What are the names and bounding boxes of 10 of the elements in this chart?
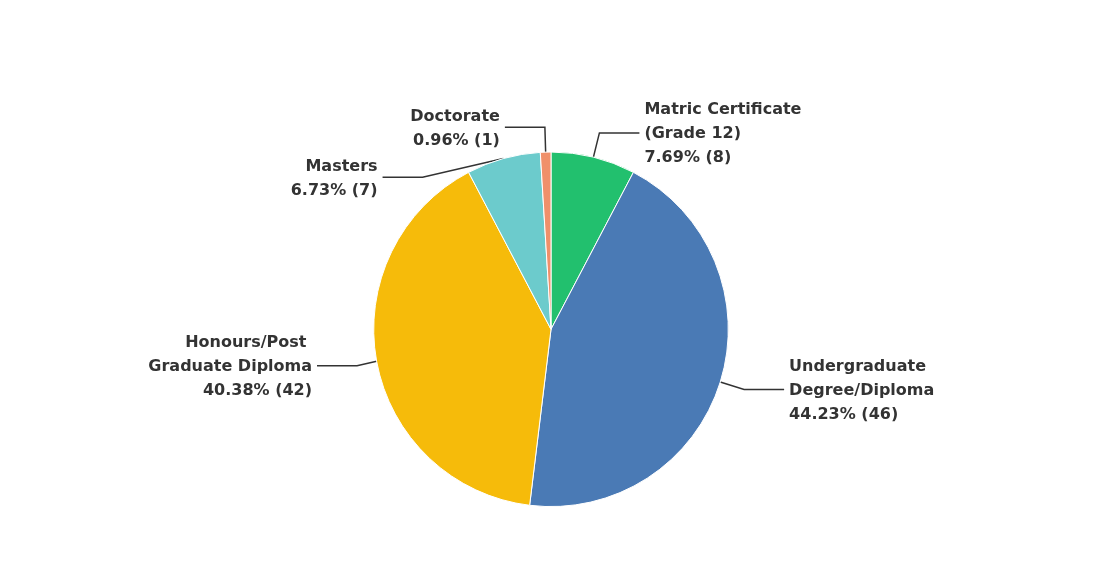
- slice-label: Doctorate: [410, 105, 501, 125]
- data-label: 7.69% (8): [644, 147, 732, 167]
- data-label: 0.96% (1): [413, 129, 500, 149]
- slice-label: Undergraduate Degree/Diploma: [789, 356, 935, 399]
- data-label: 44.23% (46): [789, 404, 899, 423]
- data-label: 6.73% (7): [290, 179, 378, 199]
- slice-label: Matric Certificate (Grade 12): [644, 99, 808, 143]
- slice-label: Honours/Post Graduate Diploma: [148, 332, 313, 376]
- slice-label: Masters: [305, 155, 378, 175]
- data-label: 40.38% (42): [202, 380, 313, 400]
